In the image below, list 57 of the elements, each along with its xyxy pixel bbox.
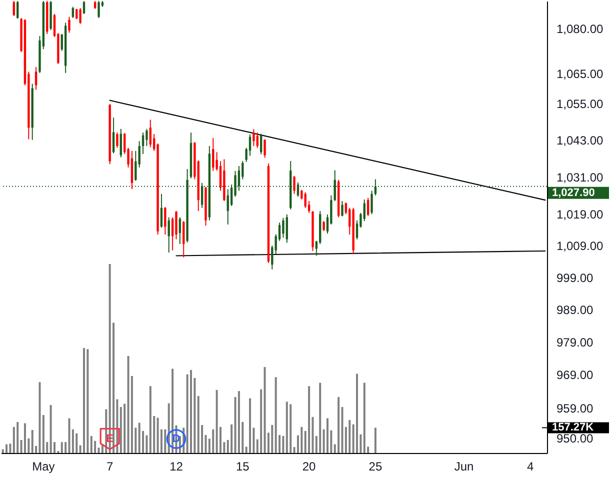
candlestick: [293, 175, 296, 194]
candlestick: [149, 119, 152, 148]
candlestick: [72, 6, 74, 19]
candlestick: [264, 138, 266, 158]
candlestick: [304, 192, 306, 208]
candlestick: [16, 0, 19, 20]
ref-line-label: 1,027.90: [552, 186, 595, 199]
candlestick: [212, 138, 214, 172]
y-tick-label: 1,019.00: [556, 208, 604, 222]
x-tick-label: 4: [527, 460, 534, 474]
candlestick: [366, 197, 370, 217]
y2-tick-label: 157.27K: [552, 422, 594, 434]
candlestick: [146, 128, 148, 146]
x-tick-label: 12: [170, 460, 184, 474]
candlestick: [322, 220, 325, 232]
candlestick: [79, 8, 82, 24]
y-tick-label: 959.00: [556, 401, 594, 416]
candlestick: [160, 193, 163, 228]
x-tick-label: 7: [106, 460, 114, 474]
y-tick-label: 950.00: [556, 431, 594, 446]
annotation: E: [106, 433, 114, 445]
candlestick: [282, 217, 284, 238]
y-tick-label: 1,055.00: [556, 96, 604, 111]
candlestick: [175, 210, 178, 240]
y-tick-label: 1,080.00: [556, 22, 604, 36]
candlestick: [68, 16, 70, 34]
candlestick: [134, 150, 137, 182]
x-tick-label: Jun: [454, 460, 474, 474]
candlestick: [168, 216, 170, 254]
y-tick-label: 989.00: [556, 302, 594, 317]
candlestick: [226, 188, 229, 225]
candlestick: [34, 66, 38, 90]
y-tick-label: 1,043.00: [556, 133, 604, 148]
candlestick: [370, 190, 373, 215]
candlestick: [82, 0, 86, 14]
annotation: D: [172, 433, 180, 445]
candlestick: [286, 214, 288, 244]
y-tick-label: 969.00: [556, 368, 594, 382]
x-tick-label: May: [32, 460, 55, 474]
candlestick: [341, 200, 344, 217]
y-tick-label: 979.00: [556, 335, 594, 350]
candlestick: [252, 128, 255, 146]
x-tick-label: 20: [302, 460, 316, 474]
candlestick: [12, 0, 16, 16]
candlestick: [98, 0, 100, 19]
x-tick-label: 25: [368, 460, 382, 474]
candlestick: [112, 117, 115, 154]
candlestick: [182, 220, 185, 258]
y-tick-label: 1,009.00: [556, 239, 604, 254]
y-tick-label: 999.00: [556, 270, 594, 285]
candlestick: [256, 132, 258, 148]
candlestick: [178, 216, 182, 245]
y-tick-label: 1,065.00: [556, 66, 604, 81]
y-tick-label: 1,031.00: [556, 170, 604, 184]
candlestick: [164, 206, 166, 236]
x-tick-label: 15: [236, 460, 250, 474]
candlestick: [116, 132, 118, 148]
